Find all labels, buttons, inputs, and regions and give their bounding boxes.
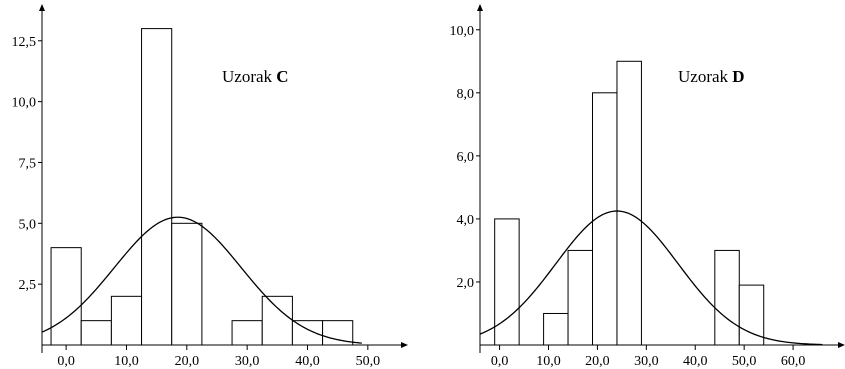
- title-letter: D: [732, 67, 744, 86]
- y-tick-label: 4,0: [457, 213, 475, 228]
- histogram-bar: [738, 284, 765, 346]
- x-tick-label: 20,0: [585, 354, 610, 369]
- normal-curve: [41, 216, 362, 344]
- x-axis-arrow: [838, 342, 845, 348]
- title-prefix: Uzorak: [678, 67, 732, 86]
- x-tick-label: 40,0: [683, 354, 708, 369]
- histogram-bar: [50, 247, 82, 346]
- histogram-bar: [110, 295, 143, 346]
- histogram-bar: [141, 28, 173, 346]
- chart-uzorak-c: 0,0 10,0 20,0 30,0 40,0 50,0 2,5 5,0 7,5 10,0 12,5…: [12, 4, 408, 369]
- title-prefix: Uzorak: [222, 67, 276, 86]
- y-axis-arrow: [39, 4, 45, 11]
- histogram-bar: [231, 320, 263, 346]
- y-tick-label: 10,0: [12, 96, 37, 111]
- y-tick-label: 2,5: [19, 278, 37, 293]
- y-axis-arrow: [477, 4, 483, 11]
- histogram-bar: [322, 320, 354, 346]
- histogram-bar: [261, 295, 293, 346]
- x-tick-label: 40,0: [295, 354, 320, 369]
- histogram-bar: [543, 312, 569, 346]
- x-tick-label: 30,0: [235, 354, 260, 369]
- y-tick-label: 12,5: [12, 35, 37, 50]
- x-tick-label: 30,0: [634, 354, 659, 369]
- chart-title: Uzorak C: [222, 67, 289, 86]
- x-tick-label: 10,0: [114, 354, 139, 369]
- x-tick-label: 50,0: [356, 354, 381, 369]
- y-tick-label: 10,0: [450, 24, 475, 39]
- histogram-bar: [714, 249, 740, 346]
- histogram-bar: [291, 320, 324, 346]
- x-tick-label: 60,0: [781, 354, 806, 369]
- normal-curve: [479, 210, 823, 346]
- histogram-bar: [616, 60, 642, 346]
- x-tick-label: 10,0: [536, 354, 561, 369]
- chart-uzorak-d: 0,0 10,0 20,0 30,0 40,0 50,0 60,0 2,0 4,0 6,0 8,0 1…: [450, 4, 845, 369]
- x-tick-label: 20,0: [175, 354, 200, 369]
- y-tick-label: 5,0: [19, 217, 37, 232]
- histogram-bar: [80, 320, 112, 346]
- chart-title: Uzorak D: [678, 67, 745, 86]
- y-tick-label: 6,0: [457, 150, 475, 165]
- histogram-bar: [567, 249, 594, 346]
- histogram-bar: [171, 222, 203, 346]
- y-tick-label: 2,0: [457, 276, 475, 291]
- x-tick-label: 0,0: [491, 354, 509, 369]
- y-tick-label: 8,0: [457, 87, 475, 102]
- y-tick-label: 7,5: [19, 156, 37, 171]
- histogram-bar: [494, 218, 520, 346]
- x-axis-arrow: [401, 342, 408, 348]
- x-tick-label: 50,0: [732, 354, 757, 369]
- title-letter: C: [276, 67, 288, 86]
- x-tick-label: 0,0: [57, 354, 75, 369]
